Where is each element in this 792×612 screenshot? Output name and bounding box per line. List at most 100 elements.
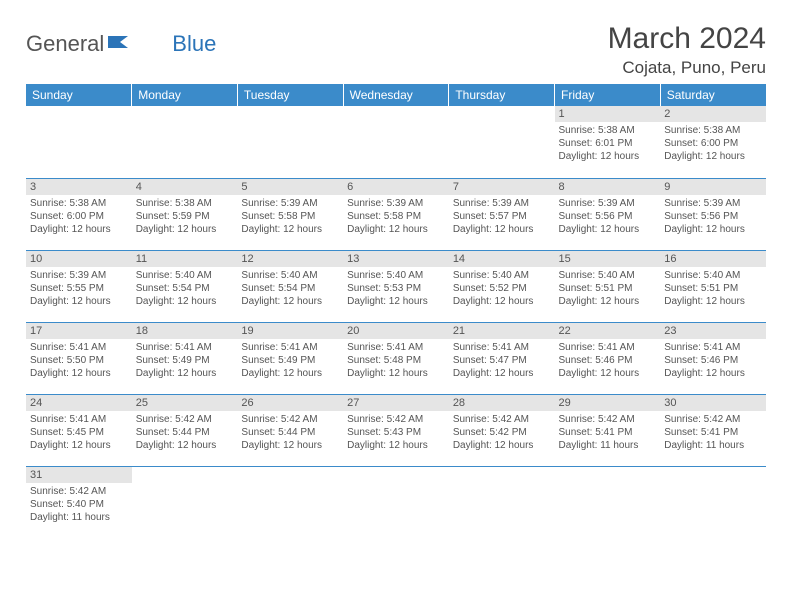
calendar-day-cell: [343, 106, 449, 178]
calendar-day-cell: 16Sunrise: 5:40 AMSunset: 5:51 PMDayligh…: [660, 250, 766, 322]
daylight-text-1: Daylight: 12 hours: [136, 295, 234, 308]
weekday-header: Tuesday: [237, 84, 343, 106]
calendar-week-row: 3 Sunrise: 5:38 AM Sunset: 6:00 PM Daylight…: [26, 178, 766, 250]
calendar-day-cell: 20Sunrise: 5:41 AMSunset: 5:48 PMDayligh…: [343, 322, 449, 394]
weekday-header: Sunday: [26, 84, 132, 106]
location: Cojata, Puno, Peru: [608, 58, 766, 78]
weekday-header: Friday: [555, 84, 661, 106]
calendar-day-cell: [660, 466, 766, 538]
day-number: 4: [132, 179, 238, 195]
calendar-day-cell: 30Sunrise: 5:42 AMSunset: 5:41 PMDayligh…: [660, 394, 766, 466]
sunrise-text: Sunrise: 5:40 AM: [559, 269, 657, 282]
weekday-header: Thursday: [449, 84, 555, 106]
daylight-text-1: Daylight: 12 hours: [453, 439, 551, 452]
calendar-day-cell: 9Sunrise: 5:39 AMSunset: 5:56 PMDaylight…: [660, 178, 766, 250]
sunset-text: Sunset: 5:48 PM: [347, 354, 445, 367]
sunset-text: Sunset: 5:44 PM: [136, 426, 234, 439]
sunset-text: Sunset: 5:45 PM: [30, 426, 128, 439]
daylight-text-1: Daylight: 12 hours: [453, 367, 551, 380]
daylight-text-1: Daylight: 12 hours: [664, 150, 762, 163]
daylight-text-1: Daylight: 12 hours: [664, 295, 762, 308]
calendar-day-cell: [237, 106, 343, 178]
calendar-day-cell: [449, 466, 555, 538]
weekday-header-row: Sunday Monday Tuesday Wednesday Thursday…: [26, 84, 766, 106]
sunset-text: Sunset: 5:53 PM: [347, 282, 445, 295]
daylight-text-1: Daylight: 11 hours: [664, 439, 762, 452]
weekday-header: Saturday: [660, 84, 766, 106]
calendar-day-cell: [449, 106, 555, 178]
sunrise-text: Sunrise: 5:40 AM: [136, 269, 234, 282]
sunrise-text: Sunrise: 5:42 AM: [241, 413, 339, 426]
sunset-text: Sunset: 5:51 PM: [664, 282, 762, 295]
daylight-text-1: Daylight: 12 hours: [559, 150, 657, 163]
logo: General Blue: [26, 22, 216, 58]
sunrise-text: Sunrise: 5:42 AM: [347, 413, 445, 426]
sunset-text: Sunset: 5:40 PM: [30, 498, 128, 511]
day-number: 16: [660, 251, 766, 267]
sunrise-text: Sunrise: 5:41 AM: [136, 341, 234, 354]
calendar-day-cell: 1Sunrise: 5:38 AMSunset: 6:01 PMDaylight…: [555, 106, 661, 178]
daylight-text-1: Daylight: 12 hours: [241, 439, 339, 452]
sunrise-text: Sunrise: 5:40 AM: [453, 269, 551, 282]
day-number: 15: [555, 251, 661, 267]
sunrise-text: Sunrise: 5:42 AM: [559, 413, 657, 426]
calendar-day-cell: 10Sunrise: 5:39 AMSunset: 5:55 PMDayligh…: [26, 250, 132, 322]
day-number: 30: [660, 395, 766, 411]
daylight-text-1: Daylight: 12 hours: [30, 295, 128, 308]
sunrise-text: Sunrise: 5:39 AM: [241, 197, 339, 210]
sunrise-text: Sunrise: 5:42 AM: [664, 413, 762, 426]
calendar-day-cell: 14Sunrise: 5:40 AMSunset: 5:52 PMDayligh…: [449, 250, 555, 322]
day-number: 6: [343, 179, 449, 195]
calendar-day-cell: 23Sunrise: 5:41 AMSunset: 5:46 PMDayligh…: [660, 322, 766, 394]
sunset-text: Sunset: 5:44 PM: [241, 426, 339, 439]
calendar-week-row: 31Sunrise: 5:42 AMSunset: 5:40 PMDayligh…: [26, 466, 766, 538]
header: General Blue March 2024 Cojata, Puno, Pe…: [26, 22, 766, 78]
sunrise-text: Sunrise: 5:38 AM: [136, 197, 234, 210]
sunset-text: Sunset: 5:55 PM: [30, 282, 128, 295]
calendar-day-cell: 18Sunrise: 5:41 AMSunset: 5:49 PMDayligh…: [132, 322, 238, 394]
sunrise-text: Sunrise: 5:41 AM: [347, 341, 445, 354]
sunrise-text: Sunrise: 5:38 AM: [559, 124, 657, 137]
calendar-day-cell: 2Sunrise: 5:38 AMSunset: 6:00 PMDaylight…: [660, 106, 766, 178]
weekday-header: Monday: [132, 84, 238, 106]
sunrise-text: Sunrise: 5:40 AM: [347, 269, 445, 282]
day-number: 29: [555, 395, 661, 411]
sunset-text: Sunset: 5:49 PM: [241, 354, 339, 367]
sunset-text: Sunset: 5:57 PM: [453, 210, 551, 223]
sunset-text: Sunset: 5:43 PM: [347, 426, 445, 439]
day-number: 28: [449, 395, 555, 411]
calendar-day-cell: 27Sunrise: 5:42 AMSunset: 5:43 PMDayligh…: [343, 394, 449, 466]
sunset-text: Sunset: 5:56 PM: [664, 210, 762, 223]
daylight-text-1: Daylight: 12 hours: [136, 223, 234, 236]
daylight-text-1: Daylight: 12 hours: [241, 367, 339, 380]
calendar-day-cell: 19Sunrise: 5:41 AMSunset: 5:49 PMDayligh…: [237, 322, 343, 394]
sunrise-text: Sunrise: 5:38 AM: [664, 124, 762, 137]
sunset-text: Sunset: 5:51 PM: [559, 282, 657, 295]
daylight-text-1: Daylight: 12 hours: [559, 223, 657, 236]
day-number: 12: [237, 251, 343, 267]
day-number: 26: [237, 395, 343, 411]
sunrise-text: Sunrise: 5:41 AM: [30, 341, 128, 354]
day-number: 13: [343, 251, 449, 267]
sunset-text: Sunset: 5:54 PM: [241, 282, 339, 295]
day-number: 2: [660, 106, 766, 122]
calendar-day-cell: 26 Sunrise: 5:42 AMSunset: 5:44 PMDayligh…: [237, 394, 343, 466]
calendar-day-cell: 22Sunrise: 5:41 AMSunset: 5:46 PMDayligh…: [555, 322, 661, 394]
sunrise-text: Sunrise: 5:41 AM: [453, 341, 551, 354]
day-number: 3: [26, 179, 132, 195]
day-number: 18: [132, 323, 238, 339]
daylight-text-1: Daylight: 12 hours: [347, 223, 445, 236]
calendar-day-cell: 7Sunrise: 5:39 AMSunset: 5:57 PMDaylight…: [449, 178, 555, 250]
calendar-day-cell: 13 Sunrise: 5:40 AMSunset: 5:53 PMDayligh…: [343, 250, 449, 322]
calendar-day-cell: 11Sunrise: 5:40 AMSunset: 5:54 PMDayligh…: [132, 250, 238, 322]
day-number: 20: [343, 323, 449, 339]
sunset-text: Sunset: 6:00 PM: [30, 210, 128, 223]
day-number: 7: [449, 179, 555, 195]
sunrise-text: Sunrise: 5:42 AM: [136, 413, 234, 426]
daylight-text-1: Daylight: 12 hours: [347, 295, 445, 308]
calendar-day-cell: [237, 466, 343, 538]
sunset-text: Sunset: 5:47 PM: [453, 354, 551, 367]
day-number: 11: [132, 251, 238, 267]
daylight-text-1: Daylight: 12 hours: [30, 439, 128, 452]
day-number: 1: [555, 106, 661, 122]
